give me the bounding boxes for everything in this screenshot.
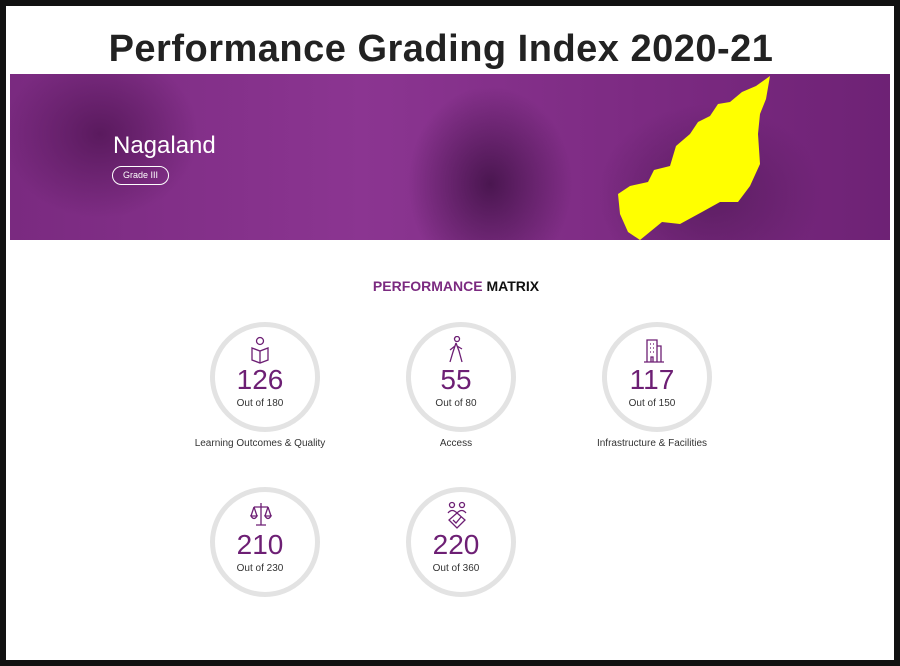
metric-icon — [449, 336, 463, 363]
metric-out-of: Out of 180 — [236, 398, 284, 409]
metric-ring — [210, 322, 320, 432]
metric-label: Infrastructure & Facilities — [596, 438, 708, 449]
metric-score: 210 — [236, 529, 284, 560]
metric-out-of: Out of 150 — [628, 398, 676, 409]
metric-score: 117 — [629, 364, 675, 395]
page-title: Performance Grading Index 2020-21 — [108, 28, 774, 70]
metric-ring — [602, 322, 712, 432]
heading-rest: MATRIX — [486, 278, 540, 294]
metric-ring — [406, 487, 516, 597]
metric-score: 220 — [432, 529, 480, 560]
state-name: Nagaland — [113, 132, 216, 159]
metric-label: Access — [439, 438, 473, 449]
section-heading: PERFORMANCE MATRIX — [6, 278, 894, 294]
metric-label: Learning Outcomes & Quality — [194, 438, 326, 449]
metric-icon — [250, 503, 273, 526]
grade-badge[interactable]: Grade III — [112, 166, 170, 185]
banner: Nagaland Grade III — [10, 74, 890, 240]
metric-score: 55 — [440, 364, 472, 395]
metric-out-of: Out of 230 — [236, 563, 284, 574]
state-map — [618, 76, 770, 240]
metric-ring — [406, 322, 516, 432]
metric-score: 126 — [236, 364, 284, 395]
metric-out-of: Out of 80 — [435, 398, 477, 409]
metric-icon — [447, 501, 467, 529]
heading-highlight: PERFORMANCE — [372, 278, 483, 294]
metric-out-of: Out of 360 — [432, 563, 480, 574]
metric-ring — [210, 487, 320, 597]
metric-icon — [644, 339, 664, 363]
metric-icon — [251, 336, 269, 364]
